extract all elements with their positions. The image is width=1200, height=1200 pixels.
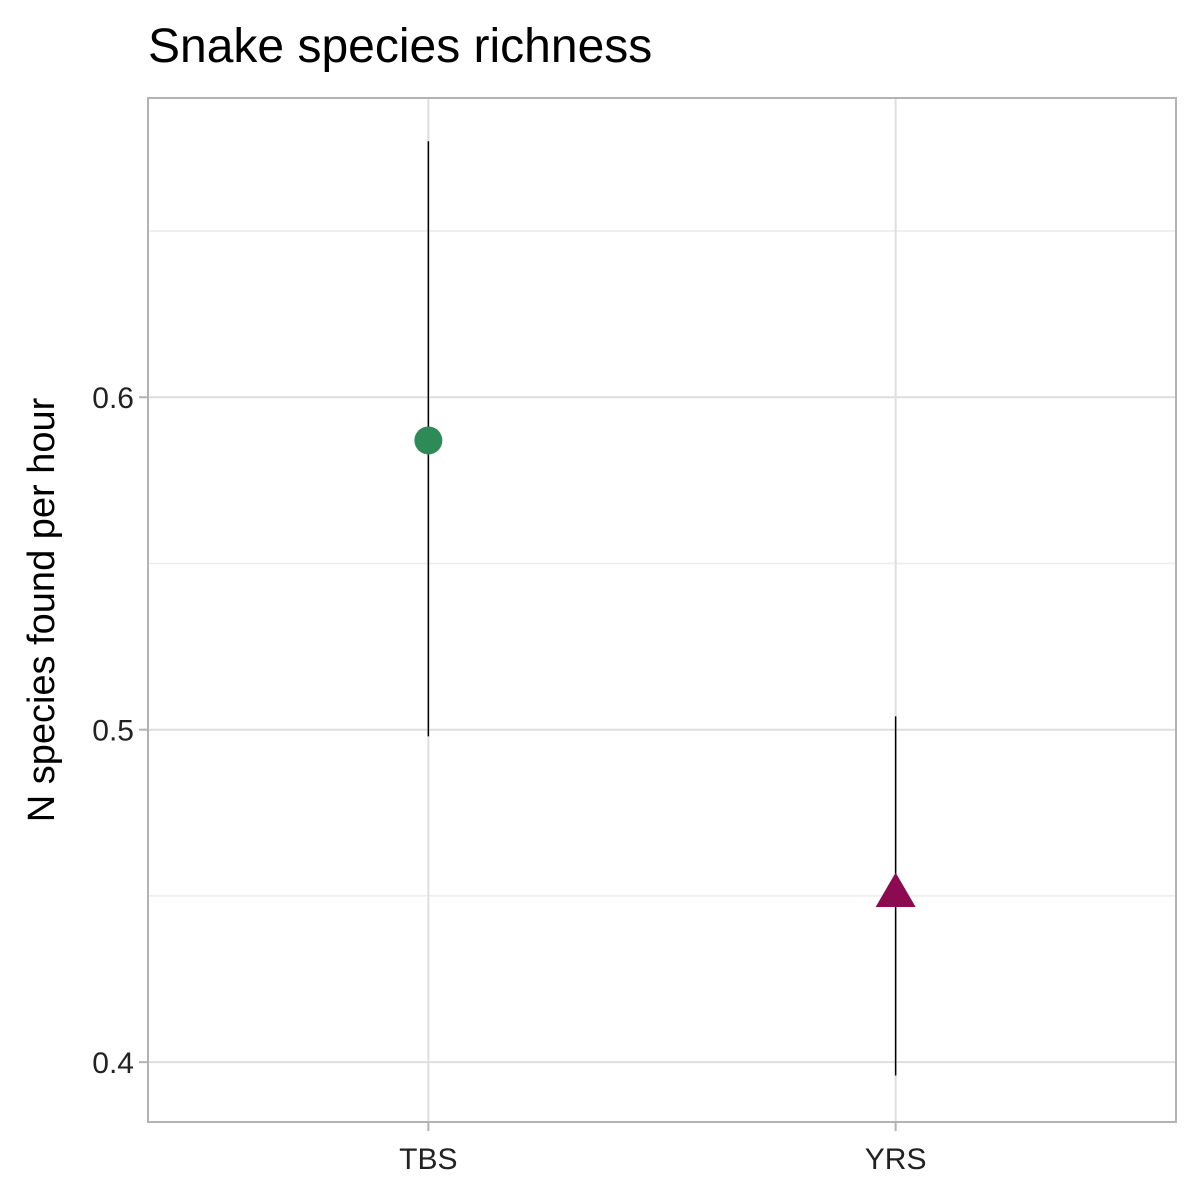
y-axis-ticks: 0.4 0.5 0.6 xyxy=(92,382,148,1080)
grid xyxy=(148,98,1176,1122)
error-bars xyxy=(427,141,897,1076)
x-tick-label: TBS xyxy=(399,1143,457,1176)
y-tick-label: 0.4 xyxy=(92,1047,134,1080)
y-tick-label: 0.6 xyxy=(92,382,134,415)
data-point-tbs xyxy=(414,426,443,455)
y-axis-label: N species found per hour xyxy=(21,397,63,822)
chart-title: Snake species richness xyxy=(148,20,652,73)
y-tick-label: 0.5 xyxy=(92,715,134,748)
x-tick-label: YRS xyxy=(865,1143,927,1176)
plot-panel-border xyxy=(147,97,1177,1123)
data-point-yrs xyxy=(875,872,916,907)
data-points xyxy=(414,426,916,907)
x-axis-ticks: TBS YRS xyxy=(399,1122,926,1176)
